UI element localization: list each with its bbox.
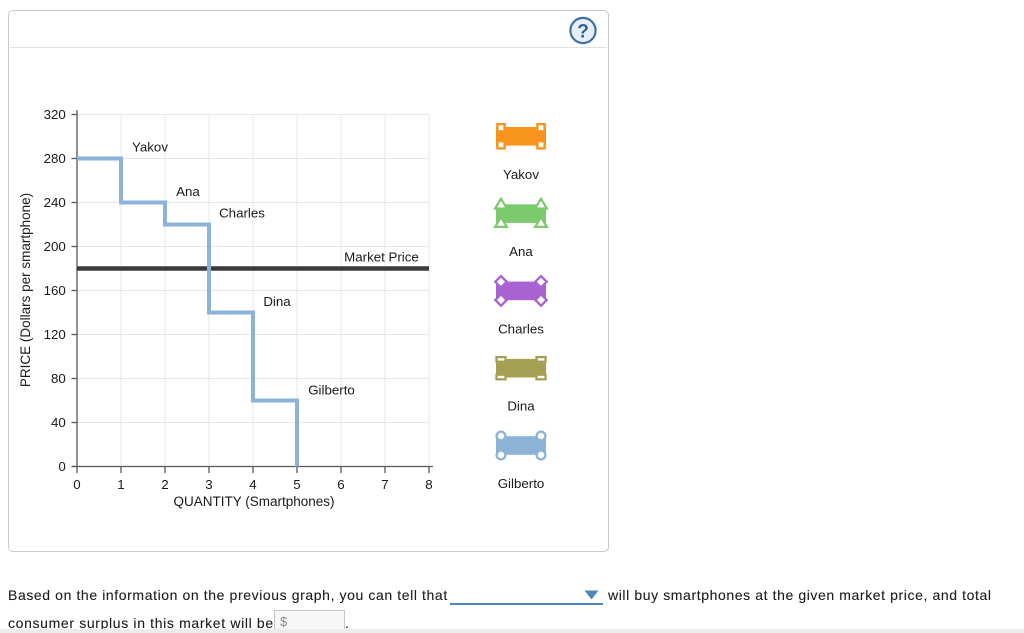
- svg-text:Gilberto: Gilberto: [498, 476, 545, 491]
- svg-text:7: 7: [381, 477, 388, 492]
- svg-text:Gilberto: Gilberto: [308, 383, 355, 398]
- svg-text:Yakov: Yakov: [132, 140, 168, 155]
- svg-text:Charles: Charles: [219, 206, 265, 221]
- svg-text:280: 280: [44, 151, 66, 166]
- svg-text:3: 3: [205, 477, 212, 492]
- svg-text:2: 2: [161, 477, 168, 492]
- svg-text:8: 8: [425, 477, 432, 492]
- svg-text:320: 320: [44, 107, 66, 122]
- svg-text:PRICE (Dollars per smartphone): PRICE (Dollars per smartphone): [18, 193, 33, 387]
- svg-text:Dina: Dina: [507, 399, 535, 414]
- svg-text:0: 0: [58, 459, 65, 474]
- svg-text:QUANTITY (Smartphones): QUANTITY (Smartphones): [173, 494, 334, 509]
- svg-text:Market Price: Market Price: [344, 250, 419, 265]
- svg-text:240: 240: [44, 195, 66, 210]
- svg-text:80: 80: [51, 371, 66, 386]
- svg-text:200: 200: [44, 239, 66, 254]
- svg-text:4: 4: [249, 477, 256, 492]
- svg-text:40: 40: [51, 415, 66, 430]
- svg-text:1: 1: [117, 477, 124, 492]
- svg-text:Yakov: Yakov: [503, 167, 539, 182]
- svg-text:Ana: Ana: [176, 184, 200, 199]
- svg-text:?: ?: [577, 22, 589, 43]
- svg-text:160: 160: [44, 283, 66, 298]
- svg-text:Dina: Dina: [263, 294, 291, 309]
- svg-text:120: 120: [44, 327, 66, 342]
- svg-text:6: 6: [337, 477, 344, 492]
- svg-text:Ana: Ana: [509, 244, 533, 259]
- svg-text:0: 0: [73, 477, 80, 492]
- svg-text:5: 5: [293, 477, 300, 492]
- svg-text:Charles: Charles: [498, 321, 544, 336]
